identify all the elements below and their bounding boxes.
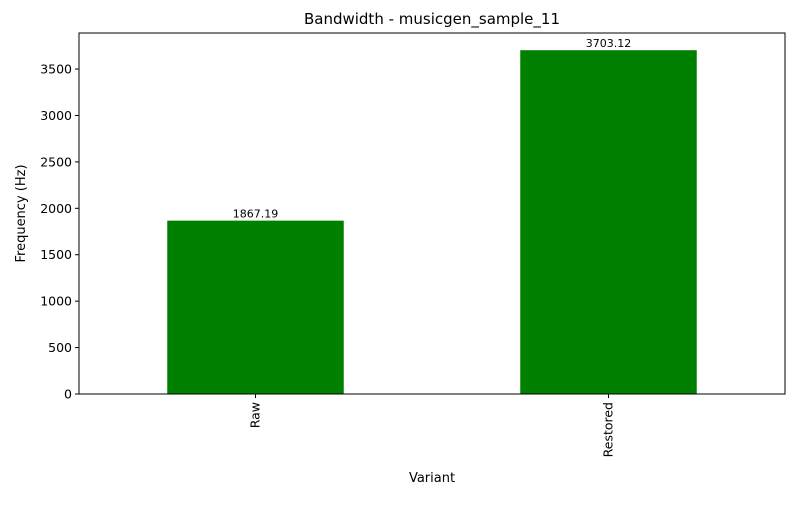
- y-tick-label: 1500: [40, 247, 72, 262]
- bars-layer: 1867.19 3703.12: [167, 37, 697, 395]
- bar-restored: [520, 50, 697, 395]
- x-tick-label-restored: Restored: [601, 402, 616, 457]
- x-axis-label: Variant: [409, 471, 455, 486]
- y-tick-label: 1000: [40, 294, 72, 309]
- y-tick-label: 0: [64, 387, 72, 402]
- y-tick-label: 500: [48, 340, 72, 355]
- y-tick-label: 2000: [40, 201, 72, 216]
- y-tick-label: 3500: [40, 62, 72, 77]
- plot-area-frame: [78, 32, 786, 395]
- y-axis-label: Frequency (Hz): [14, 164, 29, 262]
- y-tick-label: 3000: [40, 108, 72, 123]
- chart-title: Bandwidth - musicgen_sample_11: [304, 10, 560, 29]
- y-tick-label: 2500: [40, 154, 72, 169]
- bar-raw: [167, 220, 344, 394]
- x-tick-label-raw: Raw: [248, 402, 263, 428]
- data-label-raw: 1867.19: [233, 208, 279, 221]
- ticks-layer: Raw Restored 0 500 1000 1500 2000 2500 3000 3500: [40, 62, 615, 458]
- data-label-restored: 3703.12: [586, 37, 632, 50]
